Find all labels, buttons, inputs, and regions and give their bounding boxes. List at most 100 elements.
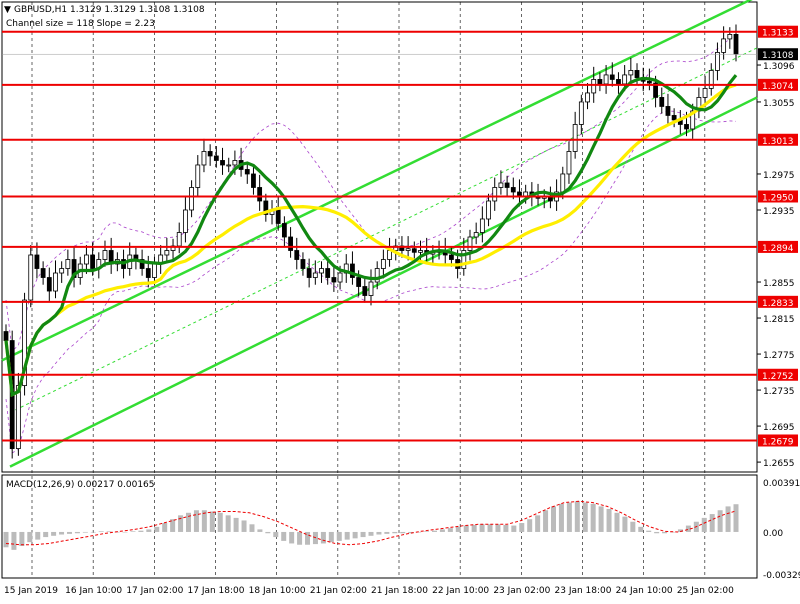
symbol-info: GBPUSD,H1 1.3129 1.3129 1.3108 1.3108 [14,5,205,15]
price-panel [1,1,758,473]
level-label: 1.3074 [762,82,794,92]
candle-body [46,277,52,292]
macd-bar [630,521,636,532]
macd-bar [154,526,160,532]
candle-body [733,34,739,55]
candle-body [152,263,157,278]
macd-bar [543,510,549,532]
level-tag [758,78,798,91]
macd-bar [733,504,739,532]
candle-body [665,106,671,116]
candle-body [59,268,65,274]
macd-bar [138,530,144,532]
macd-bar [551,506,556,532]
x-tick-label: 17 Jan 02:00 [126,586,183,596]
macd-bar [384,531,390,534]
macd-bar [178,515,184,532]
macd-bar [11,531,17,550]
candle-body [53,272,58,292]
y-tick-label: 1.2855 [763,279,795,289]
y-tick-label: 1.2975 [763,171,795,181]
y-tick-label: 1.2815 [763,315,795,325]
candle-body [337,272,343,283]
candle-body [15,385,21,449]
candle-body [325,268,331,278]
macd-y-tick-label: 0.00391 [763,479,800,489]
candle-body [368,281,374,296]
candle-body [603,74,609,85]
candle-body [578,101,584,125]
candle-body [411,248,417,253]
x-tick-label: 16 Jan 10:00 [65,586,122,596]
macd-bar [376,531,382,535]
candle-body [232,160,238,166]
candle-body [28,254,34,301]
macd-bar [574,501,580,532]
macd-bar [265,531,271,534]
channel-lower-line [9,96,758,468]
candle-body [387,250,392,260]
macd-bar [701,517,707,532]
macd-bar [662,531,668,534]
candle-body [213,155,219,161]
candle-body [727,34,733,40]
candle-body [715,52,720,71]
y-tick-label: 1.2935 [763,207,795,217]
candle-body [22,299,27,386]
candle-body [684,124,689,130]
candle-body [721,38,727,53]
macd-bar [3,531,9,548]
macd-bar [654,531,660,534]
candle-body [702,88,708,98]
macd-bar [320,531,326,544]
macd-bar [59,531,65,535]
macd-title: MACD(12,26,9) 0.00217 0.00165 [6,480,155,490]
macd-bar [503,524,509,532]
x-tick-label: 23 Jan 18:00 [555,586,612,596]
macd-bar [431,530,437,532]
level-label: 1.2950 [762,193,794,203]
candle-body [201,151,207,166]
candle-body [294,250,300,260]
y-tick-label: 1.2695 [763,423,795,433]
macd-bar [519,523,525,532]
macd-signal-line [5,500,737,546]
macd-bar [297,531,303,545]
macd-bar [328,531,334,543]
level-tag [758,25,798,38]
candle-body [380,259,386,269]
macd-bar [511,525,517,532]
candle-body [479,218,485,233]
channel-info: Channel size = 118 Slope = 2.23 [6,19,155,29]
candle-body [65,259,71,269]
candle-body [40,268,46,278]
level-tag [758,295,798,308]
candle-body [374,268,380,283]
candle-body [244,169,250,175]
macd-bar [614,512,620,532]
x-tick-label: 21 Jan 18:00 [371,586,428,596]
candle-body [628,70,634,76]
macd-bar [122,531,128,533]
level-tag [758,434,798,447]
macd-bar [566,502,572,532]
candle-body [566,151,572,175]
macd-bar [273,531,279,538]
macd-bar [392,531,398,534]
y-tick-label: 1.2655 [763,459,795,469]
macd-bar [670,531,676,533]
candle-body [319,268,324,274]
candle-body [281,223,287,238]
candle-body [591,79,597,94]
current-price-tag [758,48,798,61]
macd-bar [463,525,469,532]
candle-body [356,277,362,287]
candle-body [139,259,145,269]
macd-bar [622,516,628,532]
macd-bar [344,531,350,540]
candle-body [653,82,658,98]
x-tick-label: 18 Jan 10:00 [249,586,306,596]
macd-bar [233,517,239,532]
candle-body [102,250,108,260]
